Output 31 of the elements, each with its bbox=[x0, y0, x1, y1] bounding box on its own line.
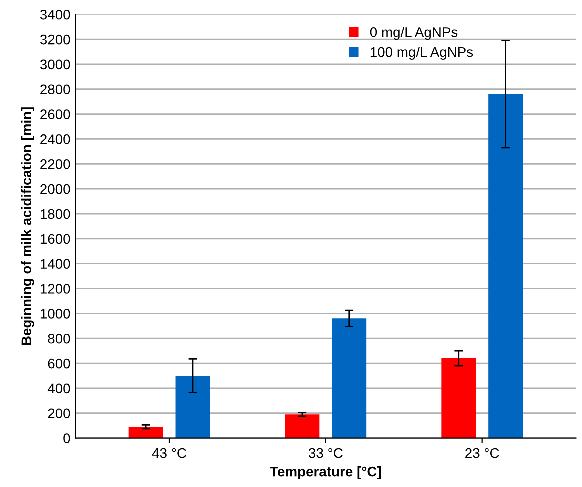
y-tick-label: 3000 bbox=[40, 60, 70, 70]
x-axis-title: Temperature [°C] bbox=[270, 466, 382, 480]
y-tick-label: 1600 bbox=[40, 234, 70, 244]
bar bbox=[128, 427, 164, 438]
y-tick-label: 600 bbox=[48, 358, 70, 369]
y-tick-label: 1000 bbox=[40, 309, 70, 319]
bar bbox=[488, 94, 523, 438]
x-tick-label: 23 °C bbox=[466, 448, 500, 458]
y-tick-label: 800 bbox=[48, 334, 70, 344]
y-axis-title: Beginning of milk acidification [min] bbox=[21, 108, 34, 346]
x-tick-label: 43 °C bbox=[152, 448, 186, 458]
y-tick-label: 2800 bbox=[40, 84, 70, 95]
bar bbox=[176, 376, 210, 438]
bar bbox=[332, 318, 367, 438]
y-tick-label: 2200 bbox=[40, 159, 70, 170]
y-tick-label: 1400 bbox=[40, 259, 70, 270]
bar bbox=[442, 358, 476, 438]
x-tick-label: 33 °C bbox=[309, 448, 343, 458]
y-tick-label: 1800 bbox=[40, 209, 70, 220]
y-tick-label: 0 bbox=[64, 434, 70, 444]
y-tick-label: 200 bbox=[48, 408, 70, 419]
y-tick-label: 1200 bbox=[40, 284, 70, 294]
y-tick-label: 2600 bbox=[40, 110, 70, 120]
y-tick-label: 2000 bbox=[40, 184, 70, 194]
y-tick-label: 400 bbox=[48, 384, 70, 394]
y-tick-label: 3400 bbox=[40, 10, 70, 20]
y-tick-label: 2400 bbox=[40, 134, 70, 144]
bar bbox=[285, 414, 320, 438]
y-tick-label: 3200 bbox=[40, 34, 70, 45]
legend-label: 100 mg/L AgNPs bbox=[370, 47, 474, 60]
legend-label: 0 mg/L AgNPs bbox=[370, 27, 458, 40]
